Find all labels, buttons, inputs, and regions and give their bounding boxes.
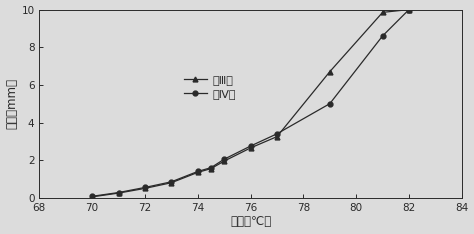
（Ⅲ） bbox=[274, 135, 280, 138]
（Ⅲ） bbox=[142, 187, 148, 190]
（Ⅳ） bbox=[380, 34, 385, 37]
（Ⅳ） bbox=[116, 191, 121, 194]
（Ⅳ） bbox=[89, 195, 95, 198]
（Ⅲ） bbox=[327, 70, 333, 73]
X-axis label: 温度（℃）: 温度（℃） bbox=[230, 216, 271, 228]
（Ⅳ） bbox=[221, 158, 227, 161]
Y-axis label: 行程（mm）: 行程（mm） bbox=[6, 78, 18, 129]
Legend: （Ⅲ）, （Ⅳ）: （Ⅲ）, （Ⅳ） bbox=[184, 75, 236, 99]
（Ⅲ） bbox=[89, 195, 95, 198]
（Ⅳ） bbox=[195, 170, 201, 173]
（Ⅲ） bbox=[221, 160, 227, 162]
（Ⅳ） bbox=[327, 102, 333, 105]
Line: （Ⅲ）: （Ⅲ） bbox=[90, 7, 411, 199]
（Ⅲ） bbox=[406, 8, 412, 11]
（Ⅲ） bbox=[116, 192, 121, 194]
（Ⅳ） bbox=[208, 166, 214, 169]
（Ⅳ） bbox=[274, 132, 280, 135]
（Ⅲ） bbox=[380, 11, 385, 14]
（Ⅲ） bbox=[248, 146, 254, 149]
（Ⅲ） bbox=[195, 171, 201, 174]
（Ⅳ） bbox=[248, 145, 254, 147]
（Ⅳ） bbox=[168, 180, 174, 183]
（Ⅳ） bbox=[142, 186, 148, 189]
（Ⅳ） bbox=[406, 8, 412, 11]
（Ⅲ） bbox=[208, 167, 214, 170]
（Ⅲ） bbox=[168, 181, 174, 184]
Line: （Ⅳ）: （Ⅳ） bbox=[90, 7, 411, 199]
